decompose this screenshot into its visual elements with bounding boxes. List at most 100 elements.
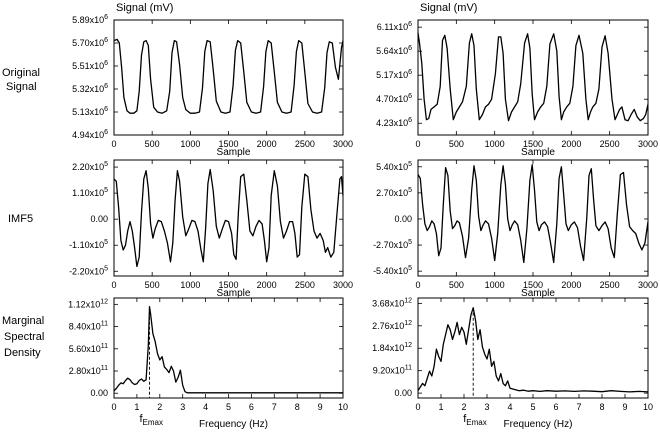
- x-tick-label: 9: [622, 402, 627, 412]
- x-axis-label: Frequency (Hz): [504, 419, 573, 430]
- x-tick-label: 2500: [600, 280, 620, 290]
- y-tick-label: 0.00: [394, 388, 412, 398]
- y-tick-label: 3.68x1012: [372, 297, 412, 308]
- series-line: [113, 38, 344, 114]
- series-line: [417, 164, 649, 264]
- y-tick-label: 4.70x106: [376, 93, 412, 104]
- x-tick-label: 1500: [218, 139, 238, 149]
- y-tick-label: 5.70x106: [72, 37, 108, 48]
- row-label-msd-1: Marginal: [2, 315, 44, 327]
- chart-orig-right: Signal (mV) 0 500 1000 1500 2000 2500 3000 Sampl…: [376, 2, 658, 158]
- x-tick-label: 1000: [485, 139, 505, 149]
- x-tick-label: 5: [530, 402, 535, 412]
- y-tick-label: 0.00: [90, 388, 108, 398]
- x-tick-label: 2: [157, 402, 162, 412]
- plot-frame: [113, 19, 344, 136]
- x-tick-label: 1000: [180, 280, 200, 290]
- y-tick-label: 5.64x106: [376, 45, 412, 56]
- y-tick-label: 2.80x1011: [69, 365, 108, 376]
- y-tick-label: -2.20x105: [69, 265, 108, 276]
- row-labels: Original Signal IMF5 Marginal Spectral D…: [2, 67, 44, 359]
- x-tick-label: 1: [134, 402, 139, 412]
- chart-title: Signal (mV): [420, 2, 477, 14]
- x-tick-label: 2000: [561, 139, 581, 149]
- x-axis-label: Sample: [521, 147, 555, 158]
- x-tick-label: 0: [111, 280, 116, 290]
- x-tick-label: 9: [318, 402, 323, 412]
- x-tick-label: 2000: [561, 280, 581, 290]
- chart-msd-right: 0 1 2 3 4 5 6 7 8 9 10 Frequency (Hz) 0.00 9.20x1011 1…: [372, 297, 653, 430]
- x-tick-label: 0: [111, 139, 116, 149]
- x-tick-label: 500: [449, 139, 464, 149]
- y-tick-label: 6.11x106: [377, 21, 412, 32]
- y-tick-label: 5.60x1011: [69, 343, 108, 354]
- row-label-original-1: Original: [2, 67, 40, 79]
- row-label-msd-3: Density: [4, 347, 41, 359]
- x-tick-label: 500: [145, 139, 160, 149]
- plot-frame: [417, 297, 649, 399]
- chart-panels: Signal (mV)0 500 1000 1500 2000 2500 3000Sampl…: [68, 2, 658, 430]
- series-line: [417, 32, 649, 122]
- x-axis-label: Sample: [217, 147, 251, 158]
- y-tick-label: 5.17x106: [376, 69, 412, 80]
- x-tick-label: 3000: [638, 280, 658, 290]
- x-tick-label: 3: [180, 402, 185, 412]
- x-axis-label: Sample: [521, 288, 555, 299]
- x-axis-label: Sample: [217, 288, 251, 299]
- y-tick-label: 1.12x1012: [68, 298, 108, 309]
- y-tick-label: 9.20x1011: [373, 365, 412, 376]
- y-tick-label: 2.70x105: [376, 187, 412, 198]
- y-tick-label: 2.20x105: [72, 161, 108, 172]
- row-label-msd-2: Spectral: [4, 331, 44, 343]
- chart-orig-left: Signal (mV) 0 500 1000 1500 2000 2500 3000 Sampl…: [72, 2, 353, 158]
- x-tick-label: 4: [507, 402, 512, 412]
- y-tick-label: 0.00: [90, 214, 108, 224]
- x-tick-label: 3000: [638, 139, 658, 149]
- x-tick-label: 1: [438, 402, 443, 412]
- y-tick-label: -1.10x105: [69, 239, 108, 250]
- chart-imf-right: 0 500 1000 1500 2000 2500 3000 Sample -5.40x105 -…: [373, 159, 658, 299]
- x-tick-label: 2500: [295, 280, 315, 290]
- plot-frame: [113, 159, 344, 277]
- x-tick-label: 2500: [295, 139, 315, 149]
- chart-title: Signal (mV): [116, 2, 173, 14]
- y-tick-label: 4.23x106: [376, 117, 412, 128]
- x-tick-label: 8: [295, 402, 300, 412]
- x-tick-label: 1500: [523, 280, 543, 290]
- x-tick-label: 1500: [523, 139, 543, 149]
- x-tick-label: 4: [203, 402, 208, 412]
- x-tick-label: 0: [111, 402, 116, 412]
- y-tick-label: 2.76x1012: [372, 320, 412, 331]
- y-tick-label: -2.70x105: [373, 239, 412, 250]
- y-tick-label: 5.13x106: [72, 106, 108, 117]
- x-tick-label: 2000: [257, 280, 277, 290]
- series-line: [113, 168, 344, 268]
- y-tick-label: 5.40x105: [376, 161, 412, 172]
- x-tick-label: 5: [226, 402, 231, 412]
- row-label-imf5: IMF5: [8, 213, 33, 225]
- fmax-label: fEmax: [139, 413, 163, 427]
- x-tick-label: 1000: [485, 280, 505, 290]
- x-tick-label: 0: [415, 139, 420, 149]
- x-tick-label: 8: [599, 402, 604, 412]
- y-tick-label: -5.40x105: [373, 265, 412, 276]
- fmax-label: fEmax: [463, 413, 487, 427]
- y-tick-label: 5.51x106: [72, 60, 108, 71]
- x-tick-label: 0: [415, 402, 420, 412]
- y-tick-label: 4.94x106: [72, 129, 108, 140]
- y-tick-label: 8.40x1011: [69, 321, 108, 332]
- y-tick-label: 5.89x106: [72, 14, 108, 25]
- y-tick-label: 1.84x1012: [372, 342, 412, 353]
- x-tick-label: 1500: [218, 280, 238, 290]
- x-tick-label: 6: [553, 402, 558, 412]
- row-label-original-2: Signal: [6, 81, 37, 93]
- series-line: [113, 306, 343, 394]
- x-tick-label: 7: [576, 402, 581, 412]
- x-tick-label: 1000: [180, 139, 200, 149]
- x-tick-label: 500: [145, 280, 160, 290]
- x-tick-label: 10: [338, 402, 348, 412]
- y-tick-label: 0.00: [394, 214, 412, 224]
- series-line: [417, 307, 649, 393]
- y-tick-label: 1.10x105: [72, 187, 108, 198]
